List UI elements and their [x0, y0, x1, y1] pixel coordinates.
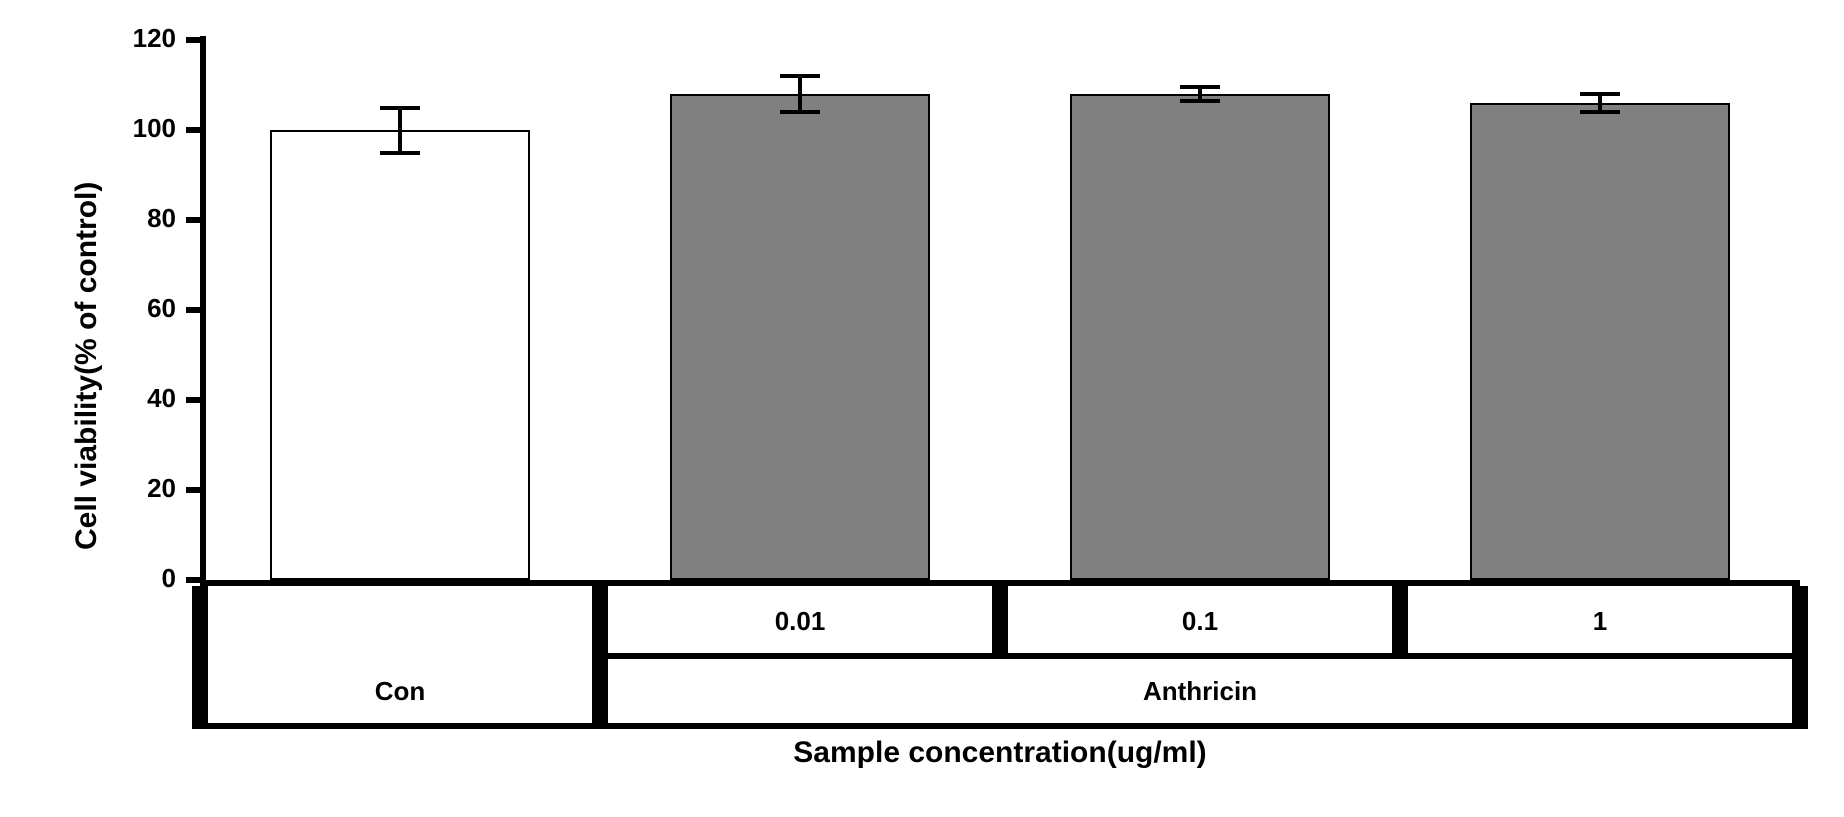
bar-0.1: [1070, 94, 1330, 580]
x-group-label-treatment: Anthricin: [600, 676, 1800, 707]
error-cap-bottom: [380, 151, 420, 155]
y-tick: [186, 127, 200, 133]
y-tick: [186, 577, 200, 583]
y-tick: [186, 487, 200, 493]
y-tick: [186, 307, 200, 313]
bar-1: [1470, 103, 1730, 580]
y-axis-title: Cell viability(% of control): [70, 182, 104, 550]
x-group-bottom: [192, 723, 1808, 729]
error-bar: [398, 108, 402, 153]
x-axis-title: Sample concentration(ug/ml): [200, 736, 1800, 770]
bar-Con: [270, 130, 530, 580]
x-conc-label: 0.01: [600, 606, 1000, 637]
y-axis-line: [200, 36, 206, 584]
error-cap-top: [380, 106, 420, 110]
y-tick-label: 40: [106, 383, 176, 414]
figure: Cell viability(% of control) Sample conc…: [0, 0, 1844, 817]
y-tick-label: 60: [106, 293, 176, 324]
x-group-separator: [592, 653, 1808, 659]
y-tick-label: 20: [106, 473, 176, 504]
y-tick: [186, 37, 200, 43]
error-cap-top: [1580, 92, 1620, 96]
error-cap-bottom: [1180, 99, 1220, 103]
x-conc-label: 1: [1400, 606, 1800, 637]
y-tick: [186, 217, 200, 223]
error-cap-bottom: [780, 110, 820, 114]
y-tick: [186, 397, 200, 403]
y-tick-label: 120: [106, 23, 176, 54]
error-cap-top: [1180, 85, 1220, 89]
y-tick-label: 0: [106, 563, 176, 594]
bar-0.01: [670, 94, 930, 580]
x-group-label-control: Con: [200, 676, 600, 707]
x-conc-label: 0.1: [1000, 606, 1400, 637]
error-cap-top: [780, 74, 820, 78]
error-cap-bottom: [1580, 110, 1620, 114]
y-tick-label: 80: [106, 203, 176, 234]
y-tick-label: 100: [106, 113, 176, 144]
error-bar: [798, 76, 802, 112]
